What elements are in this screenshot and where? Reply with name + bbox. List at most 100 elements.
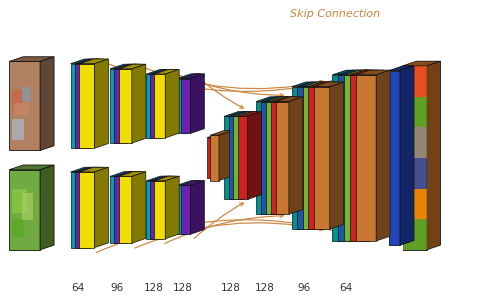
Polygon shape — [238, 112, 252, 199]
Polygon shape — [402, 66, 426, 250]
Bar — [402, 219, 426, 250]
Polygon shape — [261, 97, 288, 102]
Polygon shape — [276, 97, 303, 102]
Polygon shape — [158, 69, 171, 138]
Polygon shape — [350, 75, 370, 241]
Polygon shape — [389, 66, 414, 71]
Polygon shape — [110, 69, 123, 143]
Polygon shape — [238, 112, 262, 117]
Bar — [12, 189, 26, 213]
Polygon shape — [146, 176, 171, 181]
Polygon shape — [261, 102, 274, 214]
Polygon shape — [233, 112, 257, 117]
Polygon shape — [75, 59, 104, 64]
Polygon shape — [181, 185, 190, 234]
Polygon shape — [75, 167, 104, 172]
Polygon shape — [344, 75, 364, 241]
Polygon shape — [181, 74, 204, 79]
Polygon shape — [269, 97, 283, 214]
Polygon shape — [9, 165, 54, 170]
Polygon shape — [181, 181, 204, 185]
Bar — [22, 87, 30, 102]
Polygon shape — [214, 133, 228, 178]
Polygon shape — [298, 87, 314, 229]
Polygon shape — [238, 117, 248, 199]
Polygon shape — [308, 82, 338, 87]
Polygon shape — [271, 97, 298, 102]
Polygon shape — [186, 181, 200, 234]
Polygon shape — [150, 69, 175, 74]
Polygon shape — [165, 69, 179, 138]
Polygon shape — [292, 87, 308, 229]
Polygon shape — [210, 131, 233, 135]
Bar — [14, 103, 29, 115]
Polygon shape — [119, 64, 146, 69]
Polygon shape — [158, 176, 171, 239]
Text: 96: 96 — [110, 283, 124, 293]
Polygon shape — [128, 172, 141, 243]
Polygon shape — [132, 64, 146, 143]
Polygon shape — [161, 176, 175, 239]
Polygon shape — [356, 75, 376, 241]
Polygon shape — [70, 172, 86, 248]
Polygon shape — [350, 70, 384, 75]
Polygon shape — [332, 75, 352, 241]
Polygon shape — [284, 97, 298, 214]
Polygon shape — [114, 176, 128, 243]
Polygon shape — [228, 117, 238, 199]
Polygon shape — [370, 70, 384, 241]
Text: 128: 128 — [221, 283, 241, 293]
Polygon shape — [344, 70, 378, 75]
Polygon shape — [376, 70, 390, 241]
Polygon shape — [332, 70, 366, 75]
Polygon shape — [303, 82, 333, 87]
Polygon shape — [114, 69, 128, 143]
Polygon shape — [154, 74, 165, 138]
Bar — [402, 97, 426, 127]
Bar — [22, 193, 32, 220]
Polygon shape — [119, 176, 132, 243]
Bar — [12, 219, 24, 237]
Polygon shape — [276, 102, 289, 214]
Bar — [12, 90, 22, 111]
Bar — [402, 127, 426, 158]
Bar — [402, 158, 426, 189]
Polygon shape — [150, 181, 161, 239]
Text: 128: 128 — [255, 283, 275, 293]
Text: 128: 128 — [173, 283, 193, 293]
Polygon shape — [228, 112, 252, 117]
Polygon shape — [358, 70, 372, 241]
Bar — [12, 119, 24, 140]
Polygon shape — [123, 172, 137, 243]
Polygon shape — [256, 102, 269, 214]
Polygon shape — [308, 87, 324, 229]
Polygon shape — [90, 167, 104, 248]
Text: Skip Connection: Skip Connection — [290, 9, 380, 19]
Polygon shape — [75, 172, 90, 248]
Polygon shape — [314, 82, 328, 229]
Polygon shape — [338, 70, 372, 75]
Polygon shape — [114, 64, 141, 69]
Polygon shape — [80, 167, 108, 172]
Polygon shape — [356, 70, 390, 75]
Polygon shape — [165, 176, 179, 239]
Polygon shape — [233, 117, 243, 199]
Polygon shape — [400, 66, 414, 245]
Polygon shape — [177, 181, 201, 185]
Bar — [402, 66, 426, 97]
Polygon shape — [75, 64, 90, 148]
Polygon shape — [70, 59, 100, 64]
Polygon shape — [303, 87, 319, 229]
Polygon shape — [271, 102, 284, 214]
Polygon shape — [110, 176, 123, 243]
Polygon shape — [9, 57, 54, 61]
Polygon shape — [40, 57, 54, 150]
Polygon shape — [132, 172, 146, 243]
Polygon shape — [119, 172, 146, 176]
Polygon shape — [119, 69, 132, 143]
Polygon shape — [86, 167, 100, 248]
Polygon shape — [308, 82, 322, 229]
Polygon shape — [314, 87, 330, 229]
Polygon shape — [177, 185, 186, 234]
Polygon shape — [128, 64, 141, 143]
